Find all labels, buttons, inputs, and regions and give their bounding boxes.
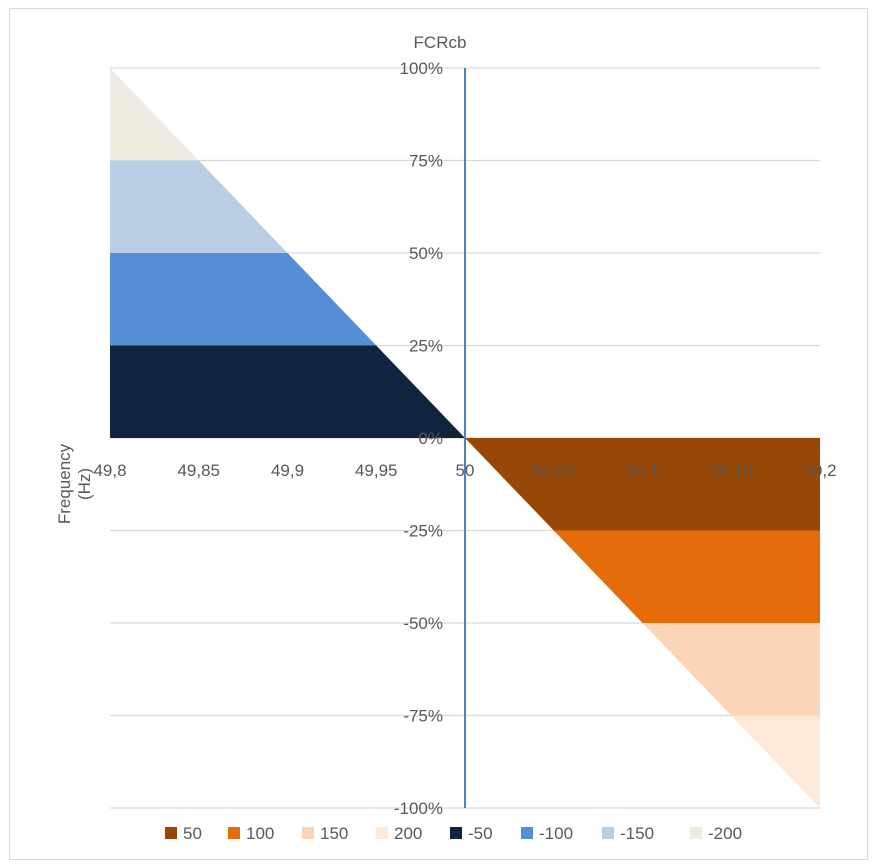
legend-swatch-0 (165, 827, 177, 839)
y-tick-label-5: -25% (403, 522, 443, 541)
y-tick-label-0: 100% (400, 59, 443, 78)
y-tick-label-6: -50% (403, 614, 443, 633)
series-areas (110, 68, 820, 808)
legend-swatch-3 (376, 827, 388, 839)
x-tick-label-2: 49,9 (271, 461, 304, 480)
y-tick-label-3: 25% (409, 337, 443, 356)
area-series-0 (465, 438, 820, 531)
x-tick-label-6: 50,1 (626, 461, 659, 480)
legend-swatch-4 (450, 827, 462, 839)
y-tick-label-1: 75% (409, 152, 443, 171)
x-tick-label-0: 49,8 (93, 461, 126, 480)
area-series-2 (642, 623, 820, 716)
legend-label-0: 50 (183, 824, 202, 843)
x-tick-labels: 49,8 49,85 49,9 49,95 50 50,05 50,1 50,15 50,2 (93, 461, 836, 480)
legend-swatch-7 (690, 827, 702, 839)
legend: 50 100 150 200 -50 -100 -150 -200 (165, 824, 742, 843)
chart-title: FCRcb (414, 33, 467, 52)
x-axis-title: Frequency(Hz) (55, 443, 94, 524)
area-series-1 (553, 530, 820, 623)
legend-swatch-2 (302, 827, 314, 839)
x-tick-label-8: 50,2 (803, 461, 836, 480)
area-series-6 (110, 160, 288, 253)
x-tick-label-4: 50 (456, 461, 475, 480)
y-tick-label-4: 0% (418, 429, 443, 448)
legend-label-5: -100 (539, 824, 573, 843)
x-axis-title-line-2: (Hz) (75, 468, 94, 500)
legend-swatch-5 (521, 827, 533, 839)
area-series-3 (731, 715, 820, 808)
legend-label-3: 200 (394, 824, 422, 843)
x-tick-label-1: 49,85 (177, 461, 220, 480)
x-tick-label-5: 50,05 (532, 461, 575, 480)
legend-swatch-6 (602, 827, 614, 839)
x-tick-label-3: 49,95 (355, 461, 398, 480)
y-tick-labels: 100% 75% 50% 25% 0% -25% -50% -75% -100% (394, 59, 443, 818)
area-series-7 (110, 68, 199, 161)
legend-label-1: 100 (246, 824, 274, 843)
y-tick-label-7: -75% (403, 707, 443, 726)
y-tick-label-8: -100% (394, 799, 443, 818)
legend-label-4: -50 (468, 824, 493, 843)
x-tick-label-7: 50,15 (710, 461, 753, 480)
legend-label-2: 150 (320, 824, 348, 843)
legend-label-6: -150 (620, 824, 654, 843)
legend-swatch-1 (228, 827, 240, 839)
x-axis-title-line-1: Frequency (55, 443, 74, 524)
legend-label-7: -200 (708, 824, 742, 843)
area-series-4 (110, 345, 465, 438)
area-series-5 (110, 253, 377, 346)
y-tick-label-2: 50% (409, 244, 443, 263)
